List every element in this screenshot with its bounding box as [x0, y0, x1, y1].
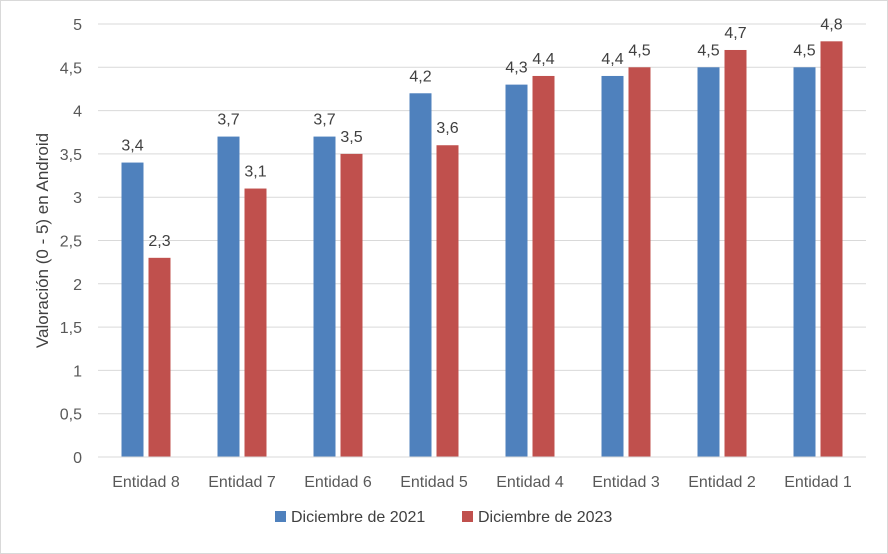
data-label: 4,7	[724, 25, 746, 42]
bar	[601, 75, 624, 458]
data-label: 3,4	[121, 138, 143, 155]
bar	[505, 84, 528, 458]
legend: Diciembre de 2021 Diciembre de 2023	[275, 509, 612, 526]
x-tick-label: Entidad 3	[592, 474, 660, 491]
bar	[148, 257, 171, 457]
bar	[409, 93, 432, 457]
bar	[340, 153, 363, 457]
bar	[244, 188, 267, 458]
x-tick-label: Entidad 2	[688, 474, 756, 491]
data-label: 4,5	[628, 42, 650, 59]
bar	[697, 67, 720, 458]
y-tick-label: 0,5	[60, 407, 82, 424]
bar	[121, 162, 144, 457]
legend-swatch	[275, 511, 286, 522]
x-tick-label: Entidad 5	[400, 474, 468, 491]
x-axis-tick-labels: Entidad 8 Entidad 7 Entidad 6 Entidad 5 Enti…	[112, 474, 852, 491]
y-tick-label: 2,5	[60, 234, 82, 251]
data-label: 3,7	[313, 112, 335, 129]
legend-label: Diciembre de 2021	[291, 509, 425, 526]
y-tick-label: 3	[73, 190, 82, 207]
data-label: 4,4	[532, 51, 554, 68]
bar	[436, 145, 459, 458]
data-label: 3,5	[340, 129, 362, 146]
bar	[793, 67, 816, 458]
data-label: 4,2	[409, 68, 431, 85]
gridlines	[98, 23, 866, 415]
data-label: 4,3	[505, 60, 527, 77]
data-label: 4,5	[793, 42, 815, 59]
bar	[217, 136, 240, 457]
x-tick-label: Entidad 4	[496, 474, 564, 491]
y-axis-tick-labels: 0 0,5 1 1,5 2 2,5 3 3,5 4 4,5 5	[60, 17, 82, 467]
x-tick-label: Entidad 6	[304, 474, 372, 491]
y-axis-title: Valoración (0 - 5) en Android	[33, 133, 52, 348]
bar	[313, 136, 336, 457]
bars	[121, 41, 843, 458]
bar	[724, 49, 747, 457]
y-tick-label: 5	[73, 17, 82, 34]
y-tick-label: 2	[73, 277, 82, 294]
y-tick-label: 1,5	[60, 320, 82, 337]
data-label: 3,1	[244, 164, 266, 181]
x-tick-label: Entidad 1	[784, 474, 852, 491]
data-label: 4,5	[697, 42, 719, 59]
legend-swatch	[462, 511, 473, 522]
bar	[820, 41, 843, 457]
y-tick-label: 1	[73, 363, 82, 380]
y-tick-label: 4,5	[60, 60, 82, 77]
data-label: 3,6	[436, 120, 458, 137]
bar	[628, 67, 651, 458]
y-tick-label: 4	[73, 104, 82, 121]
y-tick-label: 0	[73, 450, 82, 467]
legend-label: Diciembre de 2023	[478, 509, 612, 526]
y-tick-label: 3,5	[60, 147, 82, 164]
x-tick-label: Entidad 8	[112, 474, 180, 491]
x-tick-label: Entidad 7	[208, 474, 276, 491]
data-label: 2,3	[148, 233, 170, 250]
data-label: 4,8	[820, 16, 842, 33]
data-label: 3,7	[217, 112, 239, 129]
data-labels: 3,4 2,3 3,7 3,1 3,7 3,5 4,2 3,6 4,3 4,4 4,4 4,5 4,5 4…	[121, 16, 842, 250]
bar	[532, 75, 555, 458]
data-label: 4,4	[601, 51, 623, 68]
